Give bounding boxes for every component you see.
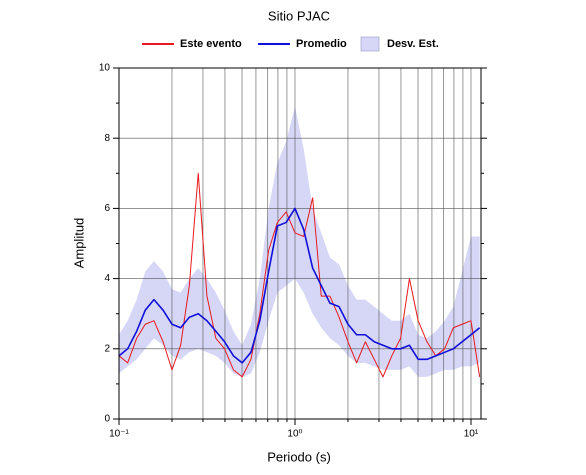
plot-frame — [118, 67, 482, 420]
x-tick-label: 10¹ — [464, 429, 479, 440]
legend-label: Promedio — [296, 38, 347, 50]
std-band — [119, 106, 480, 377]
legend-label: Desv. Est. — [387, 38, 439, 50]
x-tick-label: 10⁻¹ — [109, 429, 129, 440]
legend-swatch — [360, 36, 380, 52]
chart-title: Sitio PJAC — [268, 8, 330, 23]
series-line — [118, 172, 481, 378]
y-tick-label: 4 — [104, 273, 110, 284]
y-tick-label: 0 — [104, 414, 110, 425]
y-tick-label: 6 — [104, 203, 110, 214]
x-axis-label: Periodo (s) — [267, 449, 331, 464]
y-tick-label: 8 — [104, 133, 110, 144]
y-tick-label: 2 — [104, 343, 110, 354]
y-tick-label: 10 — [99, 63, 111, 74]
x-tick-label: 10⁰ — [287, 429, 302, 440]
y-axis-label: Amplitud — [71, 218, 86, 269]
legend-label: Este evento — [180, 38, 242, 50]
series-line — [118, 207, 481, 364]
